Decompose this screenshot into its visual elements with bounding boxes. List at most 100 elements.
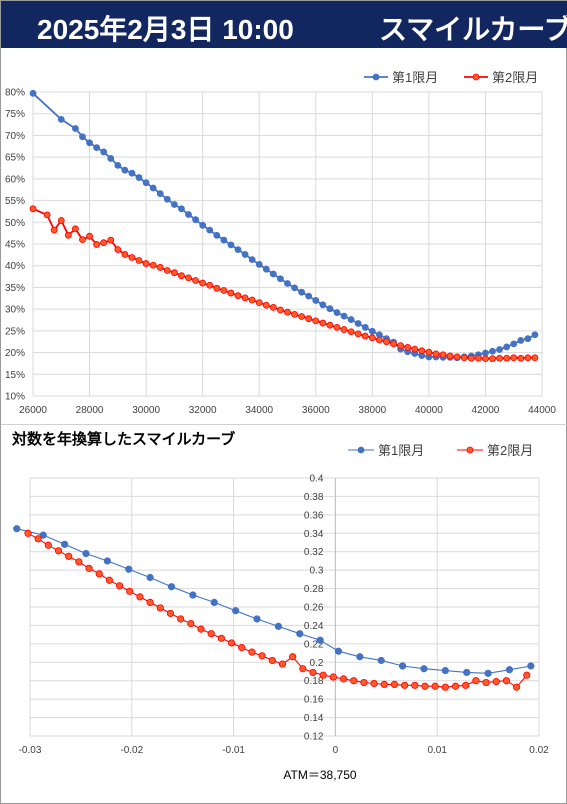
data-point (85, 564, 93, 572)
data-point (238, 643, 246, 652)
legend-marker (466, 446, 474, 454)
y-tick-label: 0.26 (304, 603, 324, 614)
data-point (401, 681, 409, 689)
data-point (262, 301, 270, 309)
data-point (329, 673, 337, 681)
data-point (13, 525, 21, 533)
data-point (284, 308, 291, 316)
y-tick-label: 0.32 (304, 547, 324, 558)
data-point (368, 334, 376, 342)
data-point (178, 272, 185, 280)
data-point (72, 125, 79, 132)
data-point (146, 573, 154, 582)
data-point (125, 565, 133, 573)
y-tick-label: 80% (5, 88, 25, 99)
y-tick-label: 0.36 (304, 510, 324, 521)
data-point (206, 226, 214, 234)
data-point (467, 354, 475, 362)
data-point (156, 190, 164, 198)
data-point (192, 277, 199, 284)
y-tick-label: 20% (5, 348, 25, 359)
data-point (484, 669, 492, 677)
legend-label: 第1限月 (392, 70, 438, 85)
data-point (107, 236, 115, 244)
data-point (319, 301, 327, 309)
data-point (354, 330, 362, 338)
data-point (513, 683, 521, 691)
y-tick-label: 0.24 (304, 621, 324, 632)
x-tick-label: 32000 (189, 405, 217, 416)
data-point (361, 332, 369, 340)
y-tick-label: 0.28 (304, 584, 324, 595)
y-tick-label: 50% (5, 218, 25, 229)
x-tick-label: 0.02 (529, 745, 549, 756)
data-point (284, 280, 291, 287)
data-point (163, 267, 171, 274)
data-point (185, 274, 192, 282)
x-tick-label: 26000 (19, 405, 47, 416)
data-point (262, 265, 270, 273)
data-point (340, 312, 348, 320)
data-point (185, 211, 192, 218)
data-point (390, 340, 397, 348)
data-point (291, 284, 298, 292)
data-point (100, 239, 108, 247)
y-tick-label: 75% (5, 109, 25, 120)
data-point (93, 241, 101, 248)
data-point (167, 583, 176, 591)
data-point (299, 665, 307, 673)
x-tick-label: 34000 (245, 405, 273, 416)
data-point (411, 345, 419, 353)
data-point (255, 299, 263, 307)
data-point (354, 320, 362, 327)
data-point (126, 587, 134, 595)
data-point (199, 221, 207, 229)
data-point (421, 682, 429, 690)
series-line-1 (32, 92, 536, 359)
data-point (334, 647, 343, 655)
data-point (377, 656, 385, 665)
data-point (54, 547, 63, 555)
data-point (411, 681, 419, 689)
data-point (115, 582, 124, 590)
data-point (34, 535, 42, 543)
data-point (505, 666, 514, 674)
data-point (100, 148, 108, 156)
data-point (206, 281, 214, 289)
data-point (142, 260, 150, 267)
data-point (350, 677, 358, 685)
data-point (192, 216, 199, 224)
data-point (492, 678, 500, 686)
data-point (255, 261, 263, 268)
data-point (43, 211, 51, 219)
data-point (220, 287, 228, 294)
x-tick-label: 0.01 (427, 745, 447, 756)
data-point (503, 343, 511, 351)
data-point (527, 662, 535, 670)
data-point (398, 662, 407, 670)
data-point (64, 231, 72, 239)
data-point (489, 355, 496, 363)
data-point (241, 251, 249, 258)
data-point (39, 531, 47, 539)
data-point (105, 576, 114, 584)
data-point (210, 598, 218, 606)
data-point (451, 682, 460, 690)
data-point (460, 354, 468, 362)
data-point (482, 355, 489, 363)
data-point (278, 660, 287, 668)
data-point (121, 251, 129, 258)
data-point (390, 680, 399, 688)
data-point (57, 217, 65, 224)
chart-title: 対数を年換算したスマイルカーブ (11, 430, 235, 448)
log-annualized-smile-chart: 対数を年換算したスマイルカーブ -0.03 -0.02 -0.01 0 0.01 0.02 0… (11, 430, 549, 782)
data-point (114, 246, 122, 254)
data-point (207, 630, 215, 638)
y-tick-label: 0.3 (309, 566, 323, 577)
data-point (524, 335, 532, 343)
chart-divider (1, 424, 567, 425)
data-point (178, 205, 185, 213)
data-point (333, 309, 341, 317)
data-point (383, 338, 390, 346)
